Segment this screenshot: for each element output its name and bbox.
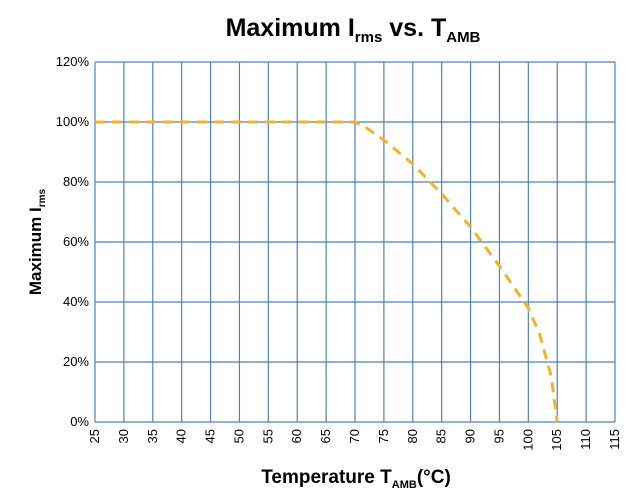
x-tick-label: 85 [434, 429, 449, 443]
series-line [95, 120, 559, 423]
x-axis-title: Temperature TAMB(°C) [261, 467, 451, 491]
y-axis-title-main: Maximum I [26, 207, 45, 295]
x-tick-label: 90 [463, 429, 478, 443]
x-tick-label: 40 [174, 429, 189, 443]
y-tick-label: 0% [70, 414, 89, 429]
y-axis-title: Maximum Irms [26, 188, 48, 295]
x-tick-label: 100 [520, 429, 535, 451]
x-tick-label: 30 [116, 429, 131, 443]
x-tick-label: 35 [145, 429, 160, 443]
y-axis-title-sub: rms [37, 188, 48, 207]
x-tick-label: 25 [87, 429, 102, 443]
title-main: Maximum I [226, 14, 355, 42]
y-tick-labels: 0% 20% 40% 60% 80% 100% 120% [56, 54, 90, 429]
x-axis-title-tail: (°C) [417, 467, 451, 488]
x-tick-label: 115 [607, 429, 622, 450]
y-tick-label: 80% [63, 174, 89, 189]
x-tick-label: 95 [491, 429, 506, 443]
grid-layer [94, 61, 616, 423]
x-tick-label: 55 [260, 429, 275, 443]
title-mid: vs. T [382, 14, 446, 42]
x-tick-label: 70 [347, 429, 362, 443]
y-tick-label: 100% [56, 114, 90, 129]
y-tick-label: 60% [63, 234, 89, 249]
y-tick-label: 120% [56, 54, 90, 69]
x-tick-labels: 25 30 35 40 45 50 55 60 65 70 75 80 85 90 95 100 105 110 1… [87, 429, 622, 451]
x-tick-label: 110 [578, 429, 593, 450]
y-tick-label: 20% [63, 354, 89, 369]
x-tick-label: 50 [231, 429, 246, 443]
x-tick-label: 105 [549, 429, 564, 451]
x-tick-label: 60 [289, 429, 304, 443]
x-tick-label: 65 [318, 429, 333, 443]
title-sub1: rms [355, 29, 383, 46]
x-tick-label: 45 [203, 429, 218, 443]
y-tick-label: 40% [63, 294, 89, 309]
series-layer [95, 120, 559, 423]
title-sub2: AMB [446, 29, 480, 46]
x-tick-label: 80 [405, 429, 420, 443]
x-tick-label: 75 [376, 429, 391, 443]
x-axis-title-sub: AMB [392, 479, 417, 491]
chart-title: Maximum Irms vs. TAMB [226, 14, 481, 46]
x-axis-title-main: Temperature T [261, 467, 392, 488]
